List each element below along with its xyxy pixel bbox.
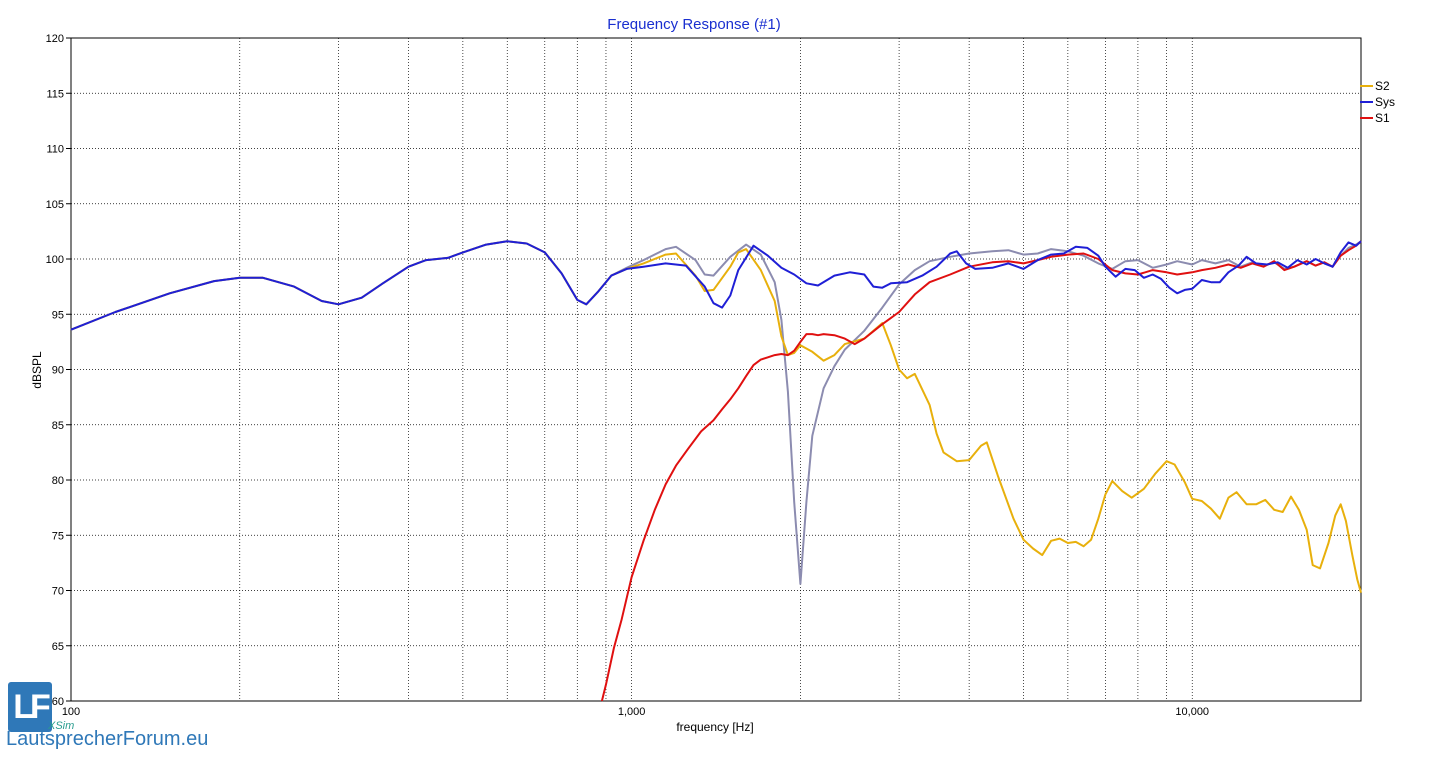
y-axis-ticks: 60 65 70 75 80 85 90 95 100 105 110 115 120 (46, 33, 71, 708)
y-tick-label: 60 (52, 696, 64, 708)
series-lines (70, 240, 1362, 702)
logo-badge: LF (8, 682, 52, 732)
y-tick-label: 80 (52, 475, 64, 487)
y-tick-label: 75 (52, 530, 64, 542)
x-tick-label: 100 (62, 706, 80, 718)
series-line-sys (70, 240, 1362, 331)
site-logo: LF XSim LautsprecherForum.eu (4, 680, 264, 755)
series-line-s1 (600, 240, 1362, 702)
y-axis-label: dBSPL (30, 351, 44, 389)
y-tick-label: 90 (52, 365, 64, 377)
logo-site-name: LautsprecherForum.eu (6, 728, 209, 750)
y-tick-label: 100 (46, 254, 64, 266)
y-tick-label: 65 (52, 641, 64, 653)
y-tick-label: 95 (52, 309, 64, 321)
y-tick-label: 120 (46, 33, 64, 45)
y-tick-label: 85 (52, 420, 64, 432)
chart-title: Frequency Response (#1) (607, 16, 780, 33)
legend: S2 Sys S1 (1360, 79, 1395, 125)
legend-label: S1 (1375, 111, 1390, 125)
grid (71, 37, 1361, 702)
x-axis-ticks: 100 1,000 10,000 (62, 706, 1209, 718)
logo-subtitle: XSim (48, 720, 75, 732)
x-tick-label: 10,000 (1175, 706, 1209, 718)
x-tick-label: 1,000 (618, 706, 646, 718)
y-tick-label: 115 (46, 88, 64, 100)
y-tick-label: 105 (46, 199, 64, 211)
legend-label: Sys (1375, 95, 1395, 109)
legend-label: S2 (1375, 79, 1390, 93)
x-axis-label: frequency [Hz] (676, 720, 753, 734)
y-tick-label: 70 (52, 586, 64, 598)
y-tick-label: 110 (46, 144, 64, 156)
